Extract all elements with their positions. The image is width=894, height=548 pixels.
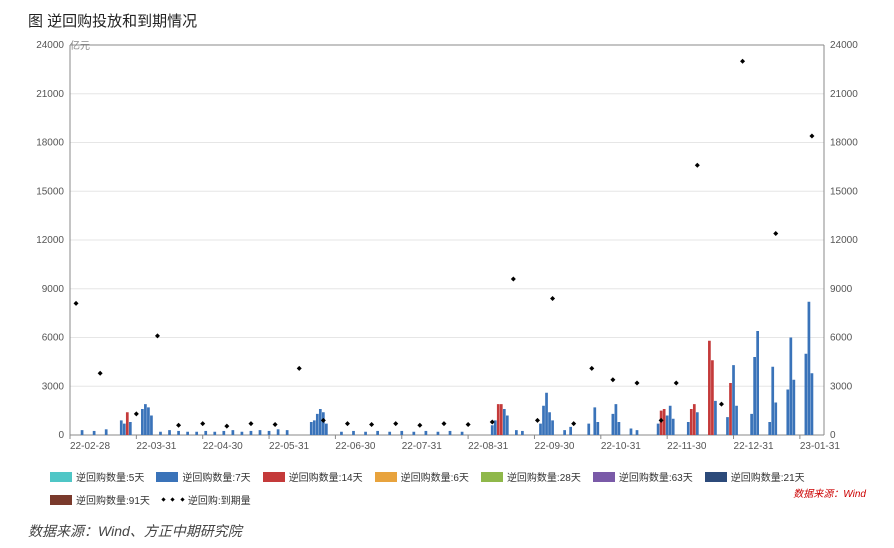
legend-label: 逆回购数量:5天 bbox=[76, 469, 144, 484]
svg-text:22-02-28: 22-02-28 bbox=[70, 441, 110, 452]
legend-item: 逆回购数量:91天 bbox=[50, 492, 150, 507]
svg-text:22-11-30: 22-11-30 bbox=[667, 441, 707, 452]
source-right: 数据来源：Wind bbox=[793, 485, 866, 500]
svg-text:9000: 9000 bbox=[42, 284, 65, 295]
svg-text:9000: 9000 bbox=[830, 284, 853, 295]
legend-marker-icon bbox=[162, 495, 184, 505]
legend-item: 逆回购数量:63天 bbox=[593, 469, 693, 484]
svg-text:22-03-31: 22-03-31 bbox=[136, 441, 176, 452]
legend-swatch bbox=[593, 472, 615, 482]
svg-text:12000: 12000 bbox=[830, 235, 858, 246]
legend-item: 逆回购数量:6天 bbox=[375, 469, 469, 484]
svg-text:22-05-31: 22-05-31 bbox=[269, 441, 309, 452]
legend-item: 逆回购数量:21天 bbox=[705, 469, 805, 484]
svg-text:24000: 24000 bbox=[36, 40, 64, 51]
legend-label: 逆回购数量:21天 bbox=[731, 469, 805, 484]
chart-plot-area: 亿元 0 0 3000 3000 6000 6000 9000 9000 12000 12000 1… bbox=[22, 37, 872, 467]
legend-item: 逆回购数量:28天 bbox=[481, 469, 581, 484]
source-bottom: 数据来源：Wind、方正中期研究院 bbox=[0, 507, 894, 541]
svg-text:22-09-30: 22-09-30 bbox=[534, 441, 574, 452]
svg-text:3000: 3000 bbox=[830, 381, 853, 392]
svg-text:3000: 3000 bbox=[42, 381, 65, 392]
legend-label: 逆回购:到期量 bbox=[188, 492, 251, 507]
legend-swatch bbox=[481, 472, 503, 482]
svg-text:22-04-30: 22-04-30 bbox=[203, 441, 243, 452]
chart-title: 图 逆回购投放和到期情况 bbox=[0, 0, 894, 37]
legend-swatch bbox=[375, 472, 397, 482]
legend-swatch bbox=[50, 472, 72, 482]
svg-text:21000: 21000 bbox=[36, 89, 64, 100]
svg-text:0: 0 bbox=[830, 430, 836, 441]
y-axis-unit: 亿元 bbox=[70, 37, 90, 52]
svg-text:22-10-31: 22-10-31 bbox=[601, 441, 641, 452]
legend-item: 逆回购数量:14天 bbox=[263, 469, 363, 484]
chart-svg: 0 0 3000 3000 6000 6000 9000 9000 12000 12000 1500… bbox=[22, 37, 872, 467]
svg-text:18000: 18000 bbox=[830, 138, 858, 149]
svg-text:22-07-31: 22-07-31 bbox=[402, 441, 442, 452]
svg-text:21000: 21000 bbox=[830, 89, 858, 100]
legend: 逆回购数量:5天 逆回购数量:7天 逆回购数量:14天 逆回购数量:6天 逆回购数量:2… bbox=[0, 467, 894, 507]
legend-label: 逆回购数量:14天 bbox=[289, 469, 363, 484]
svg-text:6000: 6000 bbox=[830, 333, 853, 344]
legend-item: 逆回购数量:5天 bbox=[50, 469, 144, 484]
svg-text:12000: 12000 bbox=[36, 235, 64, 246]
legend-label: 逆回购数量:7天 bbox=[182, 469, 250, 484]
svg-text:15000: 15000 bbox=[830, 186, 858, 197]
svg-text:22-08-31: 22-08-31 bbox=[468, 441, 508, 452]
svg-text:24000: 24000 bbox=[830, 40, 858, 51]
legend-item: 逆回购数量:7天 bbox=[156, 469, 250, 484]
svg-text:22-12-31: 22-12-31 bbox=[734, 441, 774, 452]
legend-item: 逆回购:到期量 bbox=[162, 492, 251, 507]
legend-swatch bbox=[156, 472, 178, 482]
legend-swatch bbox=[50, 495, 72, 505]
svg-text:22-06-30: 22-06-30 bbox=[335, 441, 375, 452]
legend-label: 逆回购数量:63天 bbox=[619, 469, 693, 484]
svg-text:0: 0 bbox=[58, 430, 64, 441]
legend-swatch bbox=[263, 472, 285, 482]
legend-label: 逆回购数量:6天 bbox=[401, 469, 469, 484]
svg-text:18000: 18000 bbox=[36, 138, 64, 149]
svg-text:23-01-31: 23-01-31 bbox=[800, 441, 840, 452]
legend-label: 逆回购数量:28天 bbox=[507, 469, 581, 484]
legend-label: 逆回购数量:91天 bbox=[76, 492, 150, 507]
legend-swatch bbox=[705, 472, 727, 482]
chart-figure: { "title": "图 逆回购投放和到期情况", "y_unit": "亿元… bbox=[0, 0, 894, 548]
svg-text:15000: 15000 bbox=[36, 186, 64, 197]
svg-text:6000: 6000 bbox=[42, 333, 65, 344]
